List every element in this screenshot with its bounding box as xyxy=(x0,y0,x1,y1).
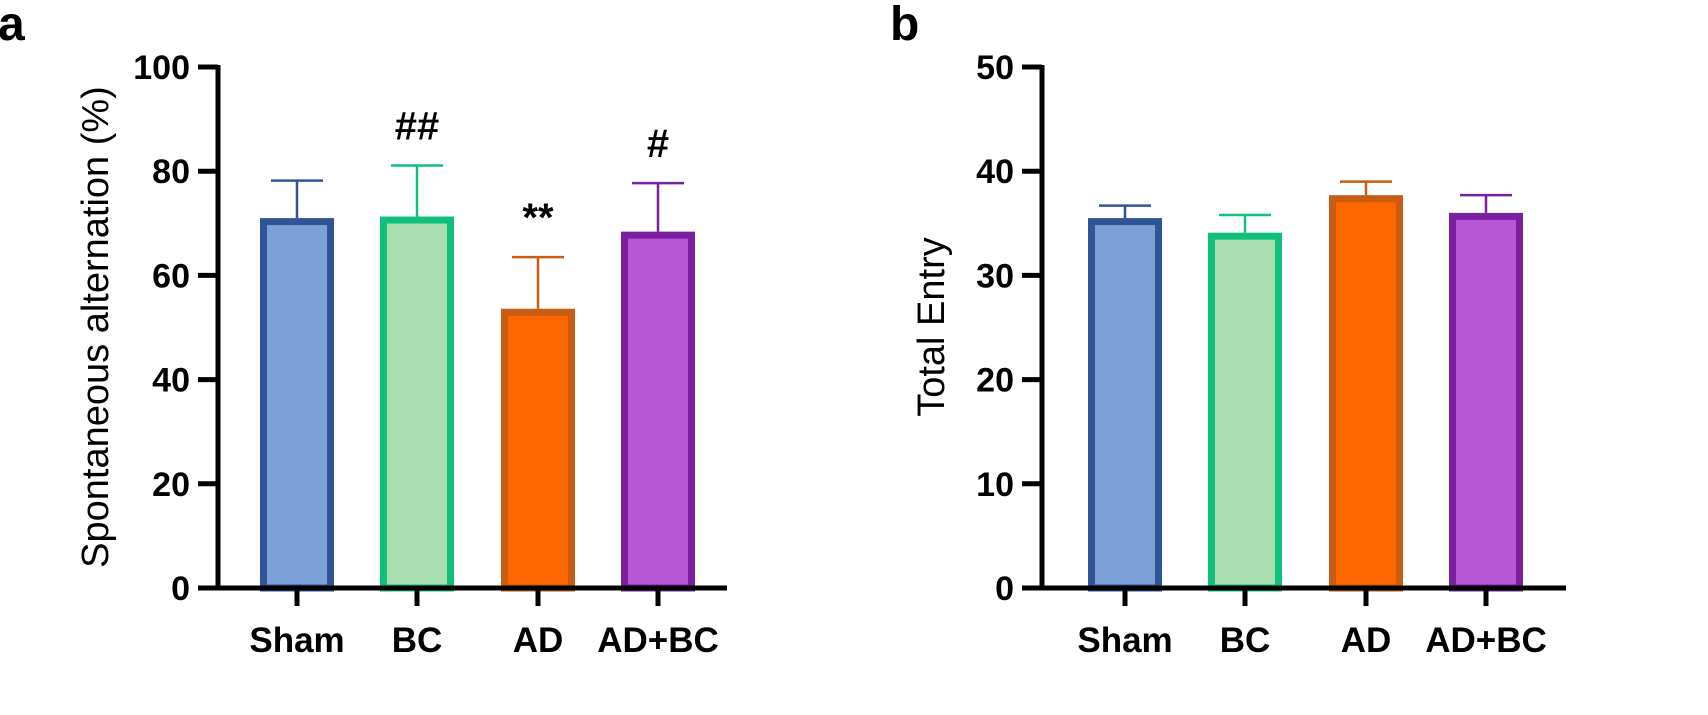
panel-b-bar-ad-bc xyxy=(1449,212,1523,592)
panel-b-y-axis-label: Total Entry xyxy=(911,237,953,417)
panel-a-x-tick-label: Sham xyxy=(249,621,344,660)
panel-a-significance-mark: ## xyxy=(395,104,440,148)
panel-b-bar-bc xyxy=(1208,232,1282,592)
panel-b-y-tick-label: 40 xyxy=(976,153,1014,191)
panel-a-bar-ad-bc xyxy=(621,231,695,592)
panel-b-x-tick-label: BC xyxy=(1220,621,1271,660)
panel-a-bar-sham xyxy=(260,218,334,592)
panel-a-y-tick-label: 60 xyxy=(152,257,190,295)
panel-a-y-axis-label: Spontaneous alternation (%) xyxy=(75,86,117,568)
panel-b: b Total Entry 0 10 20 30 40 50 Sham BC AD AD+BC xyxy=(890,0,1566,660)
panel-b-y-tick-label: 50 xyxy=(976,49,1014,87)
panel-a-x-tick-label: AD+BC xyxy=(597,621,719,660)
panel-b-marks: 0 10 20 30 40 50 Sham BC AD AD+BC xyxy=(976,49,1566,660)
panel-a-x-tick-label: BC xyxy=(392,621,443,660)
panel-a-bar-bc xyxy=(380,216,454,592)
panel-a-y-tick-label: 40 xyxy=(152,362,190,400)
panel-a-y-tick-label: 80 xyxy=(152,153,190,191)
panel-b-y-tick-label: 0 xyxy=(995,570,1014,608)
panel-b-letter: b xyxy=(890,0,919,51)
panel-a-marks: 0 20 40 60 80 100 ## ** # Sham BC AD AD+BC xyxy=(133,49,727,660)
panel-b-y-tick-label: 10 xyxy=(976,466,1014,504)
panel-a-letter: a xyxy=(0,0,25,51)
panel-b-x-tick-label: Sham xyxy=(1077,621,1172,660)
panel-a-significance-mark: # xyxy=(647,122,669,166)
panel-a-bar-ad xyxy=(501,308,575,592)
panel-a-y-tick-label: 0 xyxy=(171,570,190,608)
panel-a-x-tick-label: AD xyxy=(513,621,564,660)
panel-b-x-tick-label: AD+BC xyxy=(1425,621,1547,660)
panel-b-x-tick-label: AD xyxy=(1341,621,1392,660)
panel-b-y-tick-label: 30 xyxy=(976,257,1014,295)
panel-b-bar-ad xyxy=(1329,195,1403,592)
panel-a-y-tick-label: 100 xyxy=(133,49,190,87)
panel-b-bar-sham xyxy=(1088,218,1162,592)
panel-b-y-tick-label: 20 xyxy=(976,362,1014,400)
panel-a-significance-mark: ** xyxy=(522,196,554,240)
panel-a-y-tick-label: 20 xyxy=(152,466,190,504)
panel-a: a Spontaneous alternation (%) 0 20 40 60 80 1… xyxy=(0,0,727,660)
